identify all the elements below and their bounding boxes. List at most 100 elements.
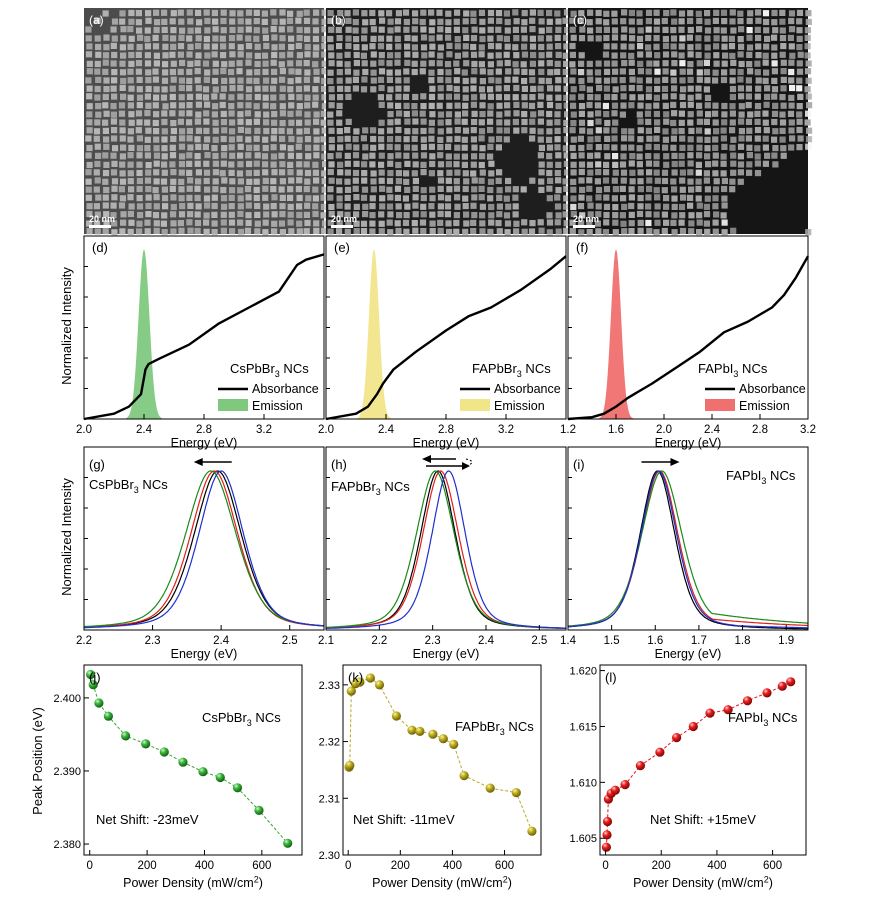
nanocube [462,94,469,101]
nanocube [671,18,678,25]
nanocube [678,219,685,226]
nanocube [353,128,360,135]
nanocube [211,93,218,100]
nanocube [328,102,335,109]
nanocube [771,44,778,51]
legend-emission-swatch [218,399,248,411]
nanocube [462,127,470,134]
nanocube [679,212,686,219]
nanocube [620,153,627,160]
nanocube [487,143,494,150]
nanocube [721,202,728,209]
nanocube [336,52,343,59]
nanocube [386,177,394,185]
nanocube [462,51,469,58]
nanocube [503,127,510,134]
nanocube [746,144,753,151]
nanocube [221,127,228,134]
nanocube [320,119,327,126]
nanocube [521,35,528,42]
nanocube [295,110,302,117]
x-axis-label: Energy (eV) [171,436,238,450]
nanocube [304,119,311,126]
x-tick-label: 400 [195,860,214,872]
nanocube [746,127,753,134]
nanocube [721,185,728,193]
data-point [602,830,612,840]
nanocube [187,60,194,67]
nanocube [579,127,586,134]
nanocube [279,203,286,210]
nanocube [336,119,343,126]
nanocube [436,9,443,16]
nanocube [454,36,461,43]
nanocube [153,220,160,227]
nanocube [512,44,519,51]
nanocube [419,68,426,75]
nanocube [312,210,319,218]
data-point [610,785,620,795]
nanocube [738,26,745,33]
nanocube [420,228,427,235]
nanocube [479,18,486,25]
nanocube [253,9,260,16]
nanocube [661,177,669,185]
nanocube [513,127,520,134]
nanocube [612,153,619,160]
nanocube [313,9,320,16]
x-tick-label: 2.0 [318,424,334,436]
nanocube [287,169,294,176]
nanocube [513,35,520,42]
nanocube [521,127,528,134]
x-tick-label: 1.2 [560,424,576,436]
nanocube [636,161,643,168]
nanocube [796,103,803,110]
nanocube [287,203,294,210]
pl-series-red [83,470,325,628]
nanocube [127,68,134,75]
nanocube [645,127,652,134]
nanocube [462,43,469,50]
nanocube [328,60,335,67]
nanocube [679,135,686,142]
nanocube [512,26,519,33]
nanocube [110,26,117,33]
nanocube [513,110,520,117]
nanocube [186,127,193,135]
nanocube [530,85,537,92]
data-point [602,816,613,827]
nanocube [337,144,344,151]
nanocube [695,10,702,17]
nanocube [754,126,762,134]
nanocube [771,136,778,143]
nanocube [187,202,194,209]
nanocube [453,77,460,84]
nanocube [487,69,494,76]
nanocube [288,68,295,75]
nanocube [437,76,444,83]
nanocube [604,68,611,75]
nanocube [211,145,218,152]
nanocube [645,118,652,125]
nanocube [671,110,678,117]
nanocube [637,43,644,50]
nanocube [220,219,227,226]
nanocube [386,76,393,83]
x-axis-label: Power Density (mW/cm2) [372,875,512,890]
nanocube [377,43,385,50]
nanocube [513,220,520,227]
nanocube [135,60,143,67]
nanocube [287,26,294,33]
nanocube [110,118,117,125]
nanocube [495,85,502,92]
x-tick-label: 2.8 [438,424,454,436]
nanocube [321,178,328,185]
nanocube [153,145,160,152]
nanocube [387,153,394,160]
nanocube [670,101,677,108]
nanocube [577,17,584,24]
nanocube [611,195,618,202]
nanocube [127,26,134,33]
nanocube [271,68,278,75]
nanocube [245,119,252,126]
